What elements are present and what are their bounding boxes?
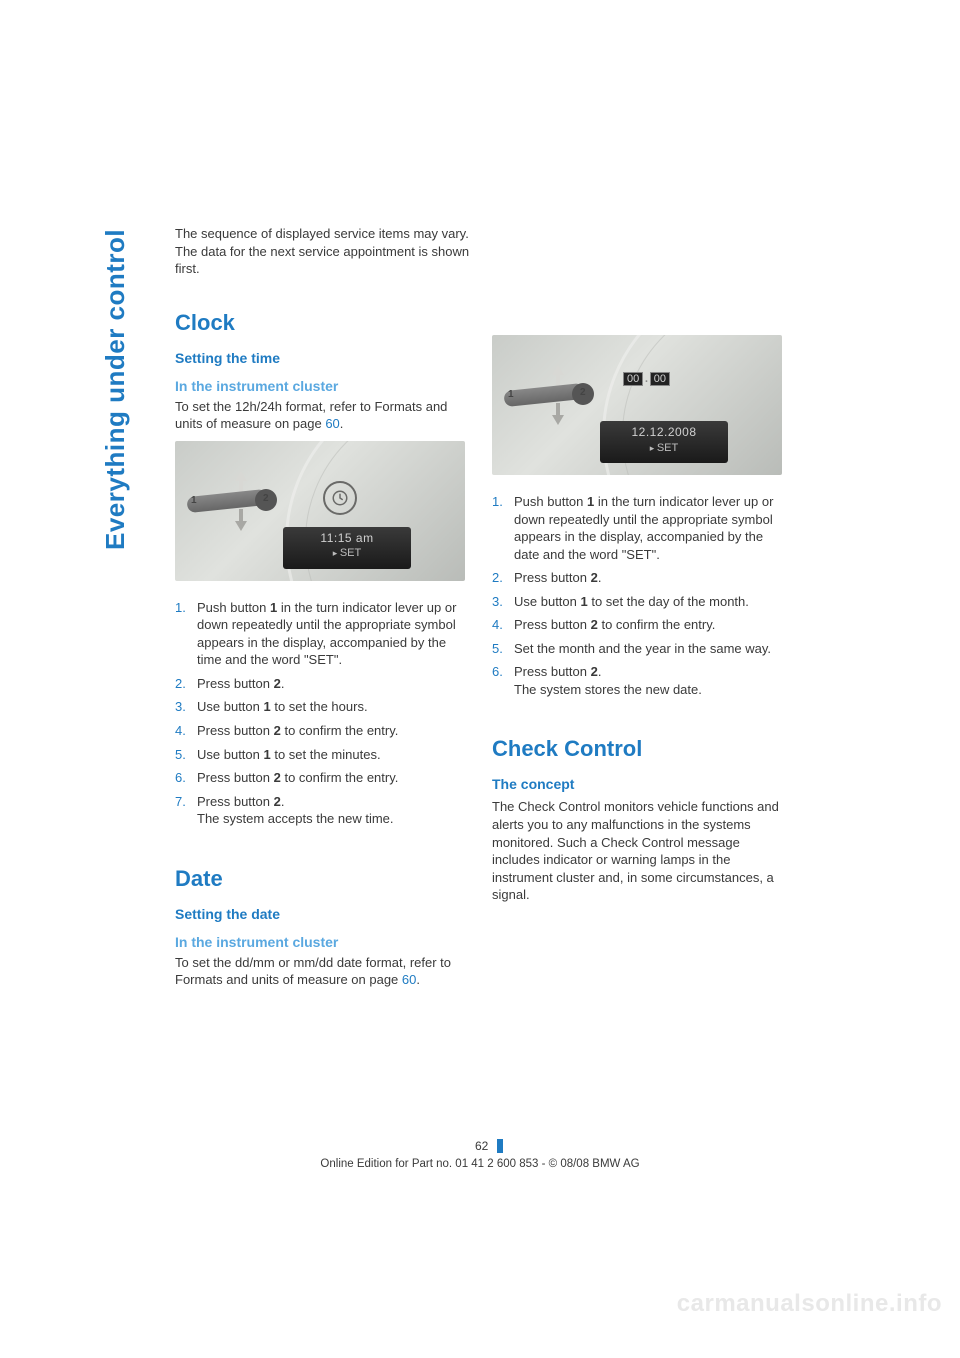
display-line-2: SET — [600, 441, 728, 455]
step-number: 6. — [492, 663, 514, 698]
indicator-stalk: 1 2 — [187, 479, 277, 523]
step-number: 3. — [175, 698, 197, 716]
step-number: 6. — [175, 769, 197, 787]
button-label-1: 1 — [508, 389, 514, 400]
display-line-1: 11:15 am — [283, 531, 411, 547]
step-text: Press button 2 to confirm the entry. — [514, 616, 787, 634]
column-right: 1 2 00.00 12.12.2008 SET 1.Push button 1… — [492, 225, 787, 989]
step-text: Press button 2. — [197, 675, 470, 693]
clock-intro-text: To set the 12h/24h format, refer to Form… — [175, 398, 470, 433]
date-digit-boxes: 00.00 — [622, 369, 671, 387]
step-number: 4. — [492, 616, 514, 634]
step-text: Push button 1 in the turn indicator leve… — [197, 599, 470, 669]
list-item: 6.Press button 2 to confirm the entry. — [175, 769, 470, 787]
spacer — [492, 225, 787, 327]
step-number: 7. — [175, 793, 197, 828]
text: . — [340, 416, 344, 431]
watermark: carmanualsonline.info — [677, 1290, 942, 1318]
intro-paragraph: The sequence of displayed service items … — [175, 225, 470, 278]
step-text: Press button 2 to confirm the entry. — [197, 722, 470, 740]
step-text: Press button 2. — [514, 569, 787, 587]
heading-date: Date — [175, 866, 470, 892]
list-item: 1.Push button 1 in the turn indicator le… — [492, 493, 787, 563]
list-item: 2.Press button 2. — [175, 675, 470, 693]
subheading-concept: The concept — [492, 776, 787, 792]
step-text: Use button 1 to set the hours. — [197, 698, 470, 716]
list-item: 5.Use button 1 to set the minutes. — [175, 746, 470, 764]
button-label-1: 1 — [191, 495, 197, 506]
step-text: Use button 1 to set the day of the month… — [514, 593, 787, 611]
footer-text: Online Edition for Part no. 01 41 2 600 … — [0, 1158, 960, 1170]
arrow-down-icon — [235, 521, 247, 531]
arrow-up-icon — [235, 471, 247, 481]
section-tab-label: Everything under control — [100, 229, 131, 550]
check-control-para: The Check Control monitors vehicle funct… — [492, 798, 787, 903]
text: . — [416, 972, 420, 987]
step-number: 1. — [492, 493, 514, 563]
subheading-setting-date: Setting the date — [175, 906, 470, 922]
figure-clock-set: 1 2 11:15 am SET — [175, 441, 465, 581]
step-text: Push button 1 in the turn indicator leve… — [514, 493, 787, 563]
manual-page: Everything under control The sequence of… — [0, 0, 960, 1358]
figure-date-set: 1 2 00.00 12.12.2008 SET — [492, 335, 782, 475]
indicator-stalk: 1 2 — [504, 373, 594, 417]
clock-steps-list: 1.Push button 1 in the turn indicator le… — [175, 599, 470, 834]
display-line-2: SET — [283, 546, 411, 560]
page-number-accent — [497, 1139, 503, 1153]
step-number: 3. — [492, 593, 514, 611]
page-link-60[interactable]: 60 — [402, 972, 416, 987]
list-item: 4.Press button 2 to confirm the entry. — [492, 616, 787, 634]
cluster-display: 12.12.2008 SET — [600, 421, 728, 463]
step-number: 1. — [175, 599, 197, 669]
list-item: 7.Press button 2.The system accepts the … — [175, 793, 470, 828]
step-text: Press button 2 to confirm the entry. — [197, 769, 470, 787]
cluster-display: 11:15 am SET — [283, 527, 411, 569]
list-item: 3.Use button 1 to set the hours. — [175, 698, 470, 716]
heading-clock: Clock — [175, 310, 470, 336]
button-label-2: 2 — [580, 387, 586, 398]
page-link-60[interactable]: 60 — [325, 416, 339, 431]
list-item: 6.Press button 2.The system stores the n… — [492, 663, 787, 698]
subheading-setting-time: Setting the time — [175, 350, 470, 366]
heading-check-control: Check Control — [492, 736, 787, 762]
list-item: 1.Push button 1 in the turn indicator le… — [175, 599, 470, 669]
column-left: The sequence of displayed service items … — [175, 225, 470, 989]
subheading-instrument-cluster: In the instrument cluster — [175, 378, 470, 394]
step-number: 4. — [175, 722, 197, 740]
step-number: 2. — [492, 569, 514, 587]
list-item: 5.Set the month and the year in the same… — [492, 640, 787, 658]
step-text: Use button 1 to set the minutes. — [197, 746, 470, 764]
button-label-2: 2 — [263, 493, 269, 504]
page-number: 62 — [475, 1139, 488, 1153]
digit-box: 00 — [623, 372, 643, 386]
step-number: 5. — [492, 640, 514, 658]
text: To set the 12h/24h format, refer to Form… — [175, 399, 447, 432]
date-steps-list: 1.Push button 1 in the turn indicator le… — [492, 493, 787, 704]
display-line-1: 12.12.2008 — [600, 425, 728, 441]
subheading-instrument-cluster: In the instrument cluster — [175, 934, 470, 950]
content-columns: The sequence of displayed service items … — [175, 225, 787, 989]
step-text: Press button 2.The system accepts the ne… — [197, 793, 470, 828]
step-number: 2. — [175, 675, 197, 693]
list-item: 2.Press button 2. — [492, 569, 787, 587]
step-text: Set the month and the year in the same w… — [514, 640, 787, 658]
list-item: 3.Use button 1 to set the day of the mon… — [492, 593, 787, 611]
arrow-down-icon — [552, 415, 564, 425]
arrow-up-icon — [552, 365, 564, 375]
step-number: 5. — [175, 746, 197, 764]
clock-icon — [323, 481, 357, 515]
list-item: 4.Press button 2 to confirm the entry. — [175, 722, 470, 740]
step-text: Press button 2.The system stores the new… — [514, 663, 787, 698]
digit-box: 00 — [650, 372, 670, 386]
date-intro-text: To set the dd/mm or mm/dd date format, r… — [175, 954, 470, 989]
